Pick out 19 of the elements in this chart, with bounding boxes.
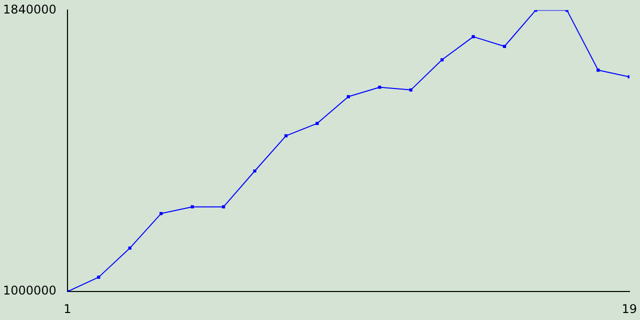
point	[222, 205, 226, 208]
point	[440, 58, 444, 62]
point	[472, 35, 475, 38]
point	[596, 68, 600, 72]
point	[316, 122, 319, 125]
point	[284, 134, 288, 138]
point	[190, 205, 194, 208]
y-tick-label: 1000000	[2, 284, 56, 298]
x-tick-label: 1	[64, 302, 72, 316]
point	[128, 246, 132, 250]
point	[502, 44, 506, 48]
point	[97, 276, 100, 279]
point	[346, 95, 350, 98]
point	[378, 86, 382, 89]
x-tick-label: 19	[622, 302, 638, 316]
point	[253, 169, 256, 173]
y-tick-label: 1840000	[2, 2, 56, 16]
point	[409, 88, 412, 92]
point	[160, 212, 163, 216]
